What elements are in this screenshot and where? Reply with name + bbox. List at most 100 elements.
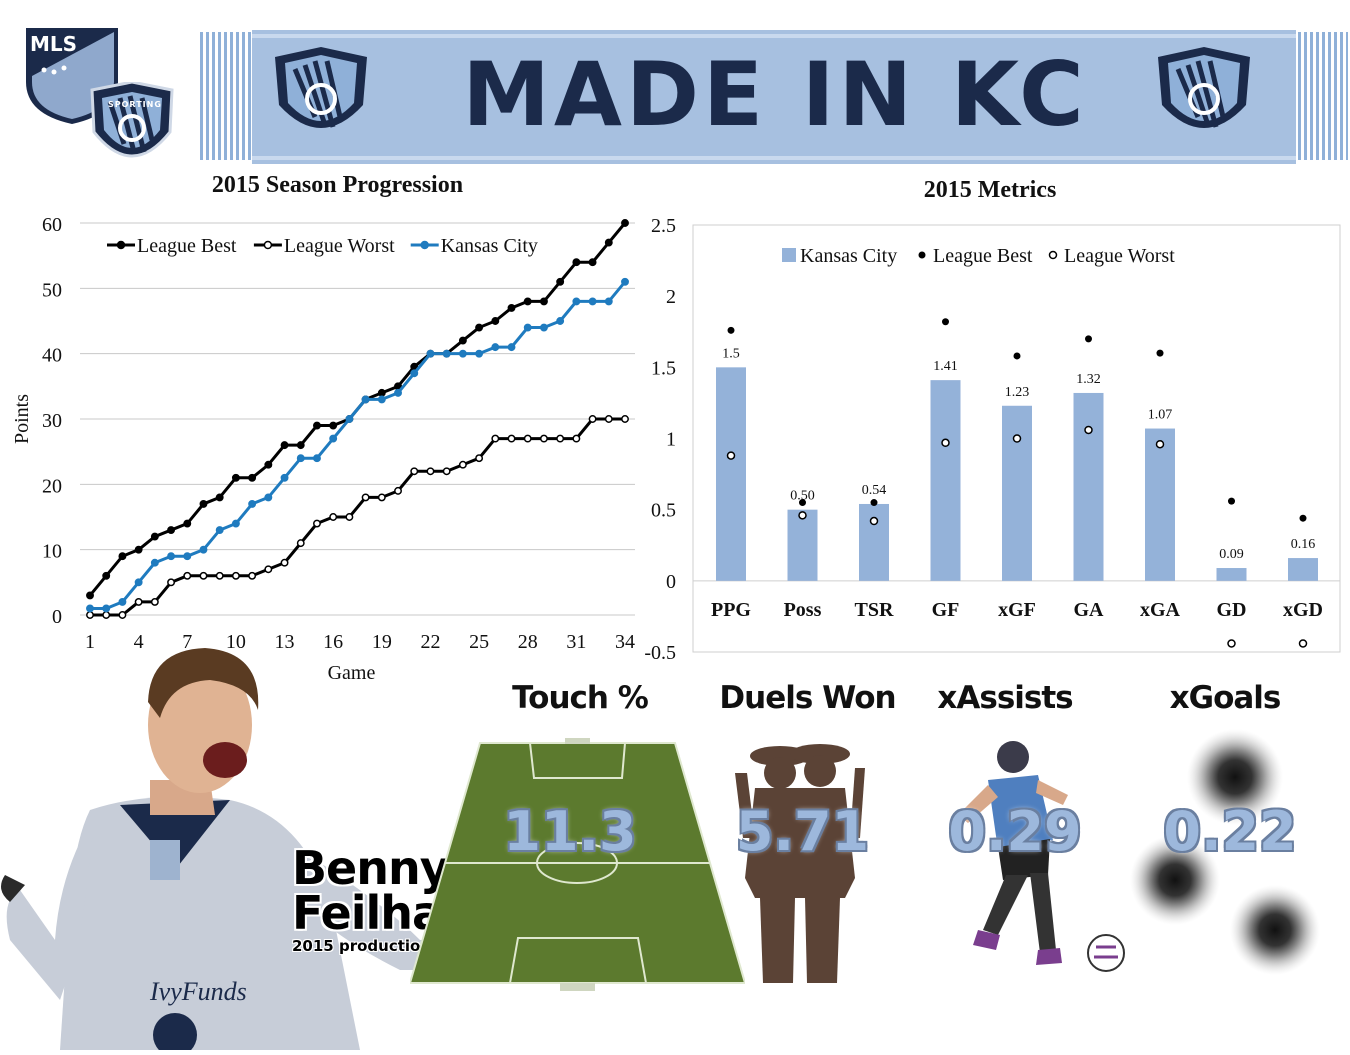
scarf-body [252, 30, 1296, 164]
data-point [199, 499, 208, 508]
x-axis-label: Game [328, 662, 376, 684]
data-point [150, 597, 159, 606]
player-photo: IvyFunds [0, 640, 445, 1055]
league-worst-marker [1084, 425, 1093, 435]
x-tick-label: 31 [566, 631, 586, 653]
category-label: PPG [711, 599, 751, 621]
data-point [442, 467, 451, 476]
data-point [572, 434, 581, 443]
data-point [621, 277, 629, 286]
legend-marker [918, 251, 926, 259]
league-best-marker [870, 499, 878, 507]
category-label: Poss [784, 599, 822, 621]
league-worst-marker [798, 511, 807, 520]
data-point [231, 473, 240, 482]
league-worst-marker [1298, 639, 1308, 648]
y-tick-label: 1 [666, 429, 676, 451]
legend-label: League Worst [284, 235, 395, 257]
data-point [296, 454, 305, 463]
mls-logo-text: MLS [30, 32, 78, 56]
bar-data-label: 0.16 [1291, 537, 1316, 552]
banner-title: MADE IN KC [462, 43, 1088, 146]
data-point [572, 297, 581, 306]
sporting-kc-logo: SPORTING [86, 80, 178, 174]
data-point [507, 343, 516, 352]
category-label: GD [1217, 599, 1247, 621]
league-best-marker [1156, 349, 1164, 357]
category-label: xGD [1283, 599, 1323, 621]
data-point [329, 421, 338, 430]
data-point [475, 349, 484, 358]
data-point [475, 323, 484, 332]
data-point [134, 545, 143, 554]
data-point [491, 434, 500, 443]
bar-data-label: 1.23 [1005, 385, 1030, 400]
bar-ppg [716, 367, 746, 581]
data-point [313, 454, 321, 463]
y-axis-label: Points [11, 394, 33, 444]
bar-gd [1216, 568, 1247, 581]
data-point [86, 591, 94, 600]
series-line-2 [90, 280, 627, 610]
bar-ga [1073, 392, 1104, 581]
data-point [604, 415, 613, 423]
data-point [621, 219, 629, 227]
league-worst-marker [1227, 639, 1236, 648]
data-point [248, 473, 257, 482]
data-point [377, 388, 386, 397]
progression-chart-title: 2015 Season Progression [211, 172, 464, 198]
data-point [215, 526, 224, 535]
data-point [394, 486, 402, 495]
data-point [426, 467, 435, 476]
bar-data-label: 0.09 [1219, 547, 1244, 562]
data-point [313, 421, 321, 430]
league-worst-marker [1012, 434, 1022, 443]
scarf-fringe-right [1292, 32, 1348, 160]
data-point [491, 317, 500, 325]
x-tick-label: 10 [226, 631, 246, 653]
bar-xgd [1288, 558, 1318, 581]
legend-label: League Worst [1064, 245, 1175, 267]
data-point [377, 493, 386, 502]
league-worst-marker [1155, 439, 1165, 449]
data-point [118, 611, 127, 619]
y-tick-label: -0.5 [644, 642, 676, 664]
data-point [475, 454, 484, 463]
league-best-marker [1299, 514, 1307, 522]
data-point [458, 460, 467, 469]
y-tick-label: 60 [42, 214, 62, 236]
league-best-marker [1228, 497, 1235, 505]
data-point [134, 597, 143, 606]
data-point [183, 571, 192, 580]
data-point [556, 434, 565, 443]
data-point [86, 611, 94, 619]
bar-poss [787, 509, 818, 581]
data-point [167, 526, 176, 535]
stat-touch-title: Touch % [512, 680, 649, 716]
data-point [264, 460, 273, 469]
category-label: xGA [1140, 599, 1181, 621]
pitch-graphic [408, 738, 747, 993]
bar-data-label: 1.07 [1148, 408, 1173, 423]
data-point [183, 552, 192, 561]
data-point [556, 277, 565, 286]
y-tick-label: 2 [666, 286, 676, 308]
data-point [491, 343, 500, 352]
data-point [248, 499, 257, 508]
league-best-marker [799, 499, 806, 507]
data-point [134, 578, 143, 587]
stat-duels-title: Duels Won [719, 680, 896, 716]
x-tick-label: 4 [134, 631, 144, 653]
legend-marker [1048, 250, 1058, 260]
data-point [588, 297, 597, 306]
x-tick-label: 16 [323, 631, 343, 653]
duelists-silhouette-icon [725, 728, 875, 990]
data-point [523, 323, 532, 332]
data-point [150, 558, 159, 567]
data-point [231, 519, 240, 528]
data-point [150, 532, 159, 541]
category-label: GF [932, 599, 960, 621]
data-point [361, 395, 370, 404]
data-point [280, 441, 289, 450]
y-tick-label: 2.5 [651, 215, 676, 237]
